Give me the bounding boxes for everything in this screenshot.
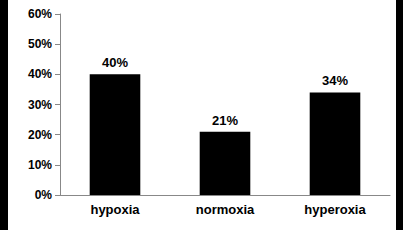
svg-text:40%: 40% xyxy=(28,67,52,81)
svg-text:hyperoxia: hyperoxia xyxy=(304,202,366,217)
svg-text:20%: 20% xyxy=(28,128,52,142)
svg-text:30%: 30% xyxy=(28,98,52,112)
svg-text:50%: 50% xyxy=(28,37,52,51)
svg-text:0%: 0% xyxy=(35,188,53,202)
svg-text:40%: 40% xyxy=(102,55,128,70)
svg-text:34%: 34% xyxy=(322,73,348,88)
svg-text:60%: 60% xyxy=(28,7,52,21)
svg-text:normoxia: normoxia xyxy=(196,202,255,217)
svg-text:21%: 21% xyxy=(212,113,238,128)
svg-text:hypoxia: hypoxia xyxy=(90,202,140,217)
svg-text:10%: 10% xyxy=(28,158,52,172)
